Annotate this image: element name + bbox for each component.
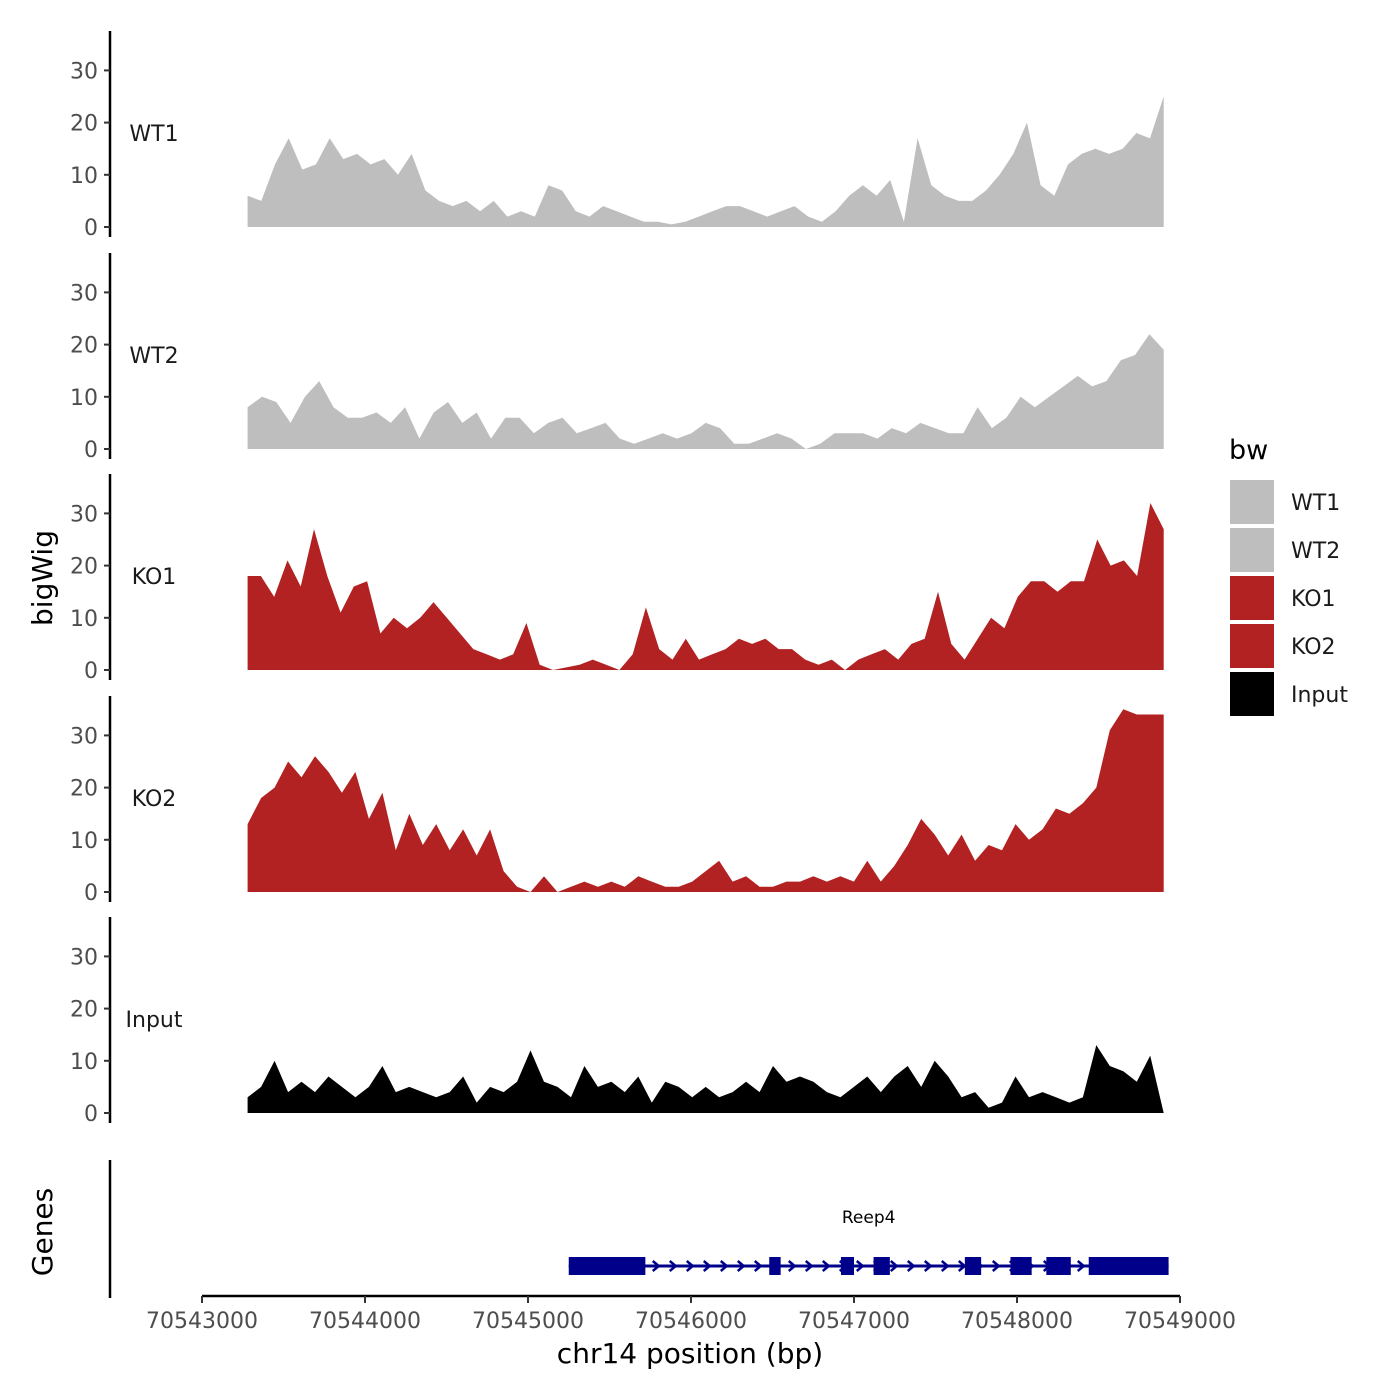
gene-exon: [1010, 1257, 1032, 1275]
x-tick-label: 70544000: [309, 1309, 421, 1334]
legend-title: bw: [1229, 435, 1268, 466]
x-tick-label: 70546000: [635, 1309, 747, 1334]
y-tick-label: 10: [70, 829, 98, 854]
area-ko1: [247, 503, 1164, 670]
y-tick-label: 20: [70, 777, 98, 802]
strand-arrow: [668, 1260, 678, 1272]
track-wt1: 0 10 20 30 WT1: [70, 31, 1164, 241]
x-tick-label: 70545000: [472, 1309, 584, 1334]
strand-arrow: [940, 1260, 950, 1272]
track-label-input: Input: [126, 1008, 183, 1033]
gene-label: Reep4: [842, 1208, 896, 1228]
strand-arrow: [923, 1260, 933, 1272]
y-tick-label: 20: [70, 334, 98, 359]
legend-label-ko2: KO2: [1291, 635, 1336, 660]
gene-exon: [769, 1257, 781, 1275]
y-tick-label: 0: [84, 881, 98, 906]
y-tick-label: 10: [70, 607, 98, 632]
strand-arrow: [906, 1260, 916, 1272]
y-tick-label: 30: [70, 281, 98, 306]
y-tick-label: 20: [70, 998, 98, 1023]
track-label-ko1: KO1: [132, 565, 177, 590]
legend-key-ko1: [1230, 576, 1274, 620]
track-label-wt2: WT2: [129, 344, 178, 369]
strand-arrow: [804, 1260, 814, 1272]
x-tick-label: 70549000: [1124, 1309, 1236, 1334]
legend-key-input: [1230, 672, 1274, 716]
strand-arrow: [753, 1260, 763, 1272]
strand-arrow: [1076, 1260, 1086, 1272]
gene-exon: [964, 1257, 982, 1275]
y-axis-title: bigWig: [26, 530, 59, 626]
strand-arrow: [651, 1260, 661, 1272]
tracks-group: 0 10 20 30 WT1 0 10 20 30 WT2 0 10 20 30 KO1 0 10 20 30 KO2…: [70, 31, 1164, 1127]
track-wt2: 0 10 20 30 WT2: [70, 253, 1164, 463]
area-input: [247, 1045, 1164, 1113]
strand-arrow: [957, 1260, 967, 1272]
legend-label-wt2: WT2: [1291, 539, 1340, 564]
track-ko2: 0 10 20 30 KO2: [70, 696, 1164, 906]
gene-exon: [568, 1257, 646, 1275]
gene-reep4: Reep4: [568, 1208, 1169, 1275]
y-tick-label: 0: [84, 438, 98, 463]
strand-arrow: [889, 1260, 899, 1272]
strand-arrow: [821, 1260, 831, 1272]
legend-key-ko2: [1230, 624, 1274, 668]
x-axis: 70543000 70544000 70545000 70546000 70547000…: [146, 1294, 1236, 1334]
legend-key-wt1: [1230, 480, 1274, 524]
genes-group: Reep4: [108, 1160, 1169, 1298]
y-tick-label: 0: [84, 216, 98, 241]
track-ko1: 0 10 20 30 KO1: [70, 474, 1164, 684]
strand-arrow: [736, 1260, 746, 1272]
legend-label-input: Input: [1291, 683, 1348, 708]
strand-arrow: [685, 1260, 695, 1272]
y-tick-label: 30: [70, 945, 98, 970]
y-tick-label: 30: [70, 59, 98, 84]
y-tick-label: 10: [70, 386, 98, 411]
x-axis-title: chr14 position (bp): [557, 1337, 823, 1370]
gene-exon: [873, 1257, 890, 1275]
genes-axis-title: Genes: [26, 1188, 59, 1276]
area-wt1: [247, 96, 1164, 227]
track-input: 0 10 20 30 Input: [70, 917, 1164, 1127]
y-tick-label: 10: [70, 164, 98, 189]
strand-arrow: [787, 1260, 797, 1272]
y-tick-label: 10: [70, 1050, 98, 1075]
legend-label-ko1: KO1: [1291, 587, 1336, 612]
strand-arrow: [719, 1260, 729, 1272]
legend-key-wt2: [1230, 528, 1274, 572]
gene-exon: [1088, 1257, 1169, 1275]
x-tick-label: 70543000: [146, 1309, 258, 1334]
track-label-ko2: KO2: [132, 787, 177, 812]
legend-label-wt1: WT1: [1291, 491, 1340, 516]
x-tick-label: 70547000: [798, 1309, 910, 1334]
area-ko2: [247, 709, 1164, 892]
area-wt2: [247, 334, 1164, 449]
track-label-wt1: WT1: [129, 122, 178, 147]
gene-exon: [1046, 1257, 1071, 1275]
y-tick-label: 0: [84, 1102, 98, 1127]
y-tick-label: 30: [70, 502, 98, 527]
y-tick-label: 30: [70, 724, 98, 749]
y-tick-label: 0: [84, 659, 98, 684]
x-tick-label: 70548000: [961, 1309, 1073, 1334]
gene-exon: [840, 1257, 854, 1275]
strand-arrow: [991, 1260, 1001, 1272]
legend: bw WT1 WT2 KO1 KO2 Input: [1229, 435, 1348, 716]
strand-arrow: [702, 1260, 712, 1272]
y-tick-label: 20: [70, 112, 98, 137]
y-tick-label: 20: [70, 555, 98, 580]
strand-arrow: [855, 1260, 865, 1272]
